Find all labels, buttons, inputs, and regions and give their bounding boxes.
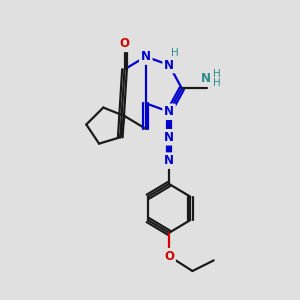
Text: N: N bbox=[164, 105, 174, 118]
Text: N: N bbox=[164, 131, 174, 144]
Text: H: H bbox=[171, 48, 179, 58]
Text: O: O bbox=[164, 250, 174, 263]
Text: O: O bbox=[119, 37, 130, 50]
Text: N: N bbox=[164, 154, 174, 167]
Text: H: H bbox=[213, 78, 221, 88]
Text: N: N bbox=[141, 50, 151, 63]
Text: H: H bbox=[213, 69, 221, 79]
Text: N: N bbox=[201, 72, 211, 85]
Text: N: N bbox=[164, 58, 174, 72]
